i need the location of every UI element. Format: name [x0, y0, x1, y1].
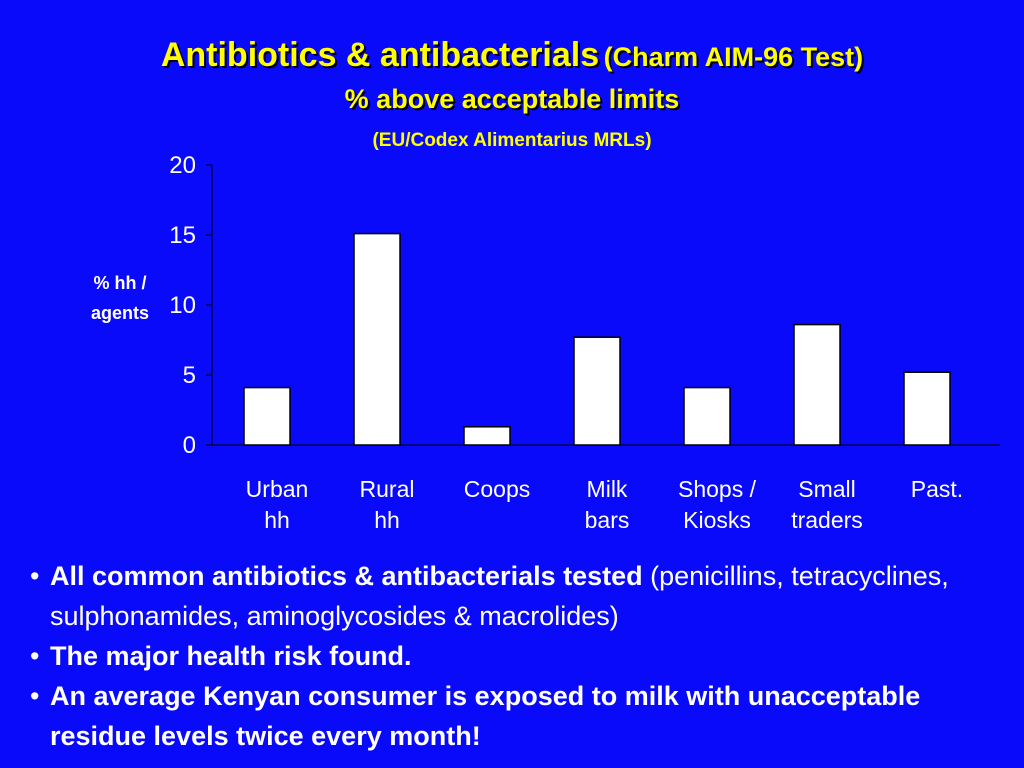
title-paren: (Charm AIM-96 Test)	[603, 42, 864, 72]
x-tick-label: Small traders	[791, 476, 863, 533]
x-tick-label: Past.	[911, 476, 963, 502]
x-tick-label-line: Small	[798, 476, 856, 502]
bullet-list: • All common antibiotics & antibacterial…	[30, 556, 1010, 756]
x-tick-label: Shops / Kiosks	[678, 476, 757, 533]
title-main: Antibiotics & antibacterials	[160, 36, 600, 74]
x-tick-label-line: Coops	[464, 476, 530, 502]
y-tick-label: 5	[183, 362, 196, 389]
bar	[353, 232, 401, 446]
y-tick-label: 0	[183, 432, 196, 459]
chart-subtitle-note: (EU/Codex Alimentarius MRLs)	[372, 130, 652, 151]
x-tick-label-line: Urban	[246, 476, 309, 502]
bar	[573, 336, 621, 446]
y-axis-label-line: agents	[90, 303, 150, 323]
x-tick-label: Rural hh	[360, 476, 415, 533]
chart-title: Antibiotics & antibacterials (Charm AIM-…	[0, 36, 1024, 75]
x-tick-label-line: Shops /	[678, 476, 757, 502]
x-tick-label-line: hh	[264, 507, 290, 533]
chart-subtitle: % above acceptable limits	[344, 84, 680, 114]
y-axis-label-line: % hh /	[93, 273, 147, 293]
x-tick-label: Milk bars	[585, 476, 630, 533]
bullet-normal-text: (penicillins, tetracyclines, sulphonamid…	[50, 561, 949, 631]
x-tick-label: Urban hh	[246, 476, 309, 533]
bullet-item: • The major health risk found.	[30, 641, 412, 671]
y-axis-label: % hh / agents	[80, 268, 160, 328]
bar	[463, 426, 511, 446]
x-tick-label: Coops	[464, 476, 530, 502]
x-tick-label-line: Kiosks	[683, 507, 751, 533]
bar	[903, 371, 951, 446]
bullet-item: • All common antibiotics & antibacterial…	[30, 561, 949, 631]
x-tick-label-line: Rural	[360, 476, 415, 502]
bar	[793, 323, 841, 446]
y-tick-label: 10	[169, 292, 196, 319]
x-tick-label-line: Milk	[587, 476, 628, 502]
x-tick-label-line: bars	[585, 507, 630, 533]
x-tick-label-line: traders	[791, 507, 863, 533]
bar	[683, 386, 731, 446]
bar-chart: 0 5 10 15 20 Urban hh Rural hh Coops Milk bars Shops…	[169, 152, 1000, 533]
bullet-bold-text: The major health risk found.	[50, 641, 412, 671]
y-tick-label: 20	[169, 152, 196, 179]
bullet-bold-text: An average Kenyan consumer is exposed to…	[50, 681, 921, 751]
bullet-bold-text: All common antibiotics & antibacterials …	[50, 561, 643, 591]
bullet-item: • An average Kenyan consumer is exposed …	[30, 681, 921, 751]
y-tick-label: 15	[169, 222, 196, 249]
x-tick-label-line: hh	[374, 507, 400, 533]
x-tick-label-line: Past.	[911, 476, 963, 502]
bar	[243, 386, 291, 446]
